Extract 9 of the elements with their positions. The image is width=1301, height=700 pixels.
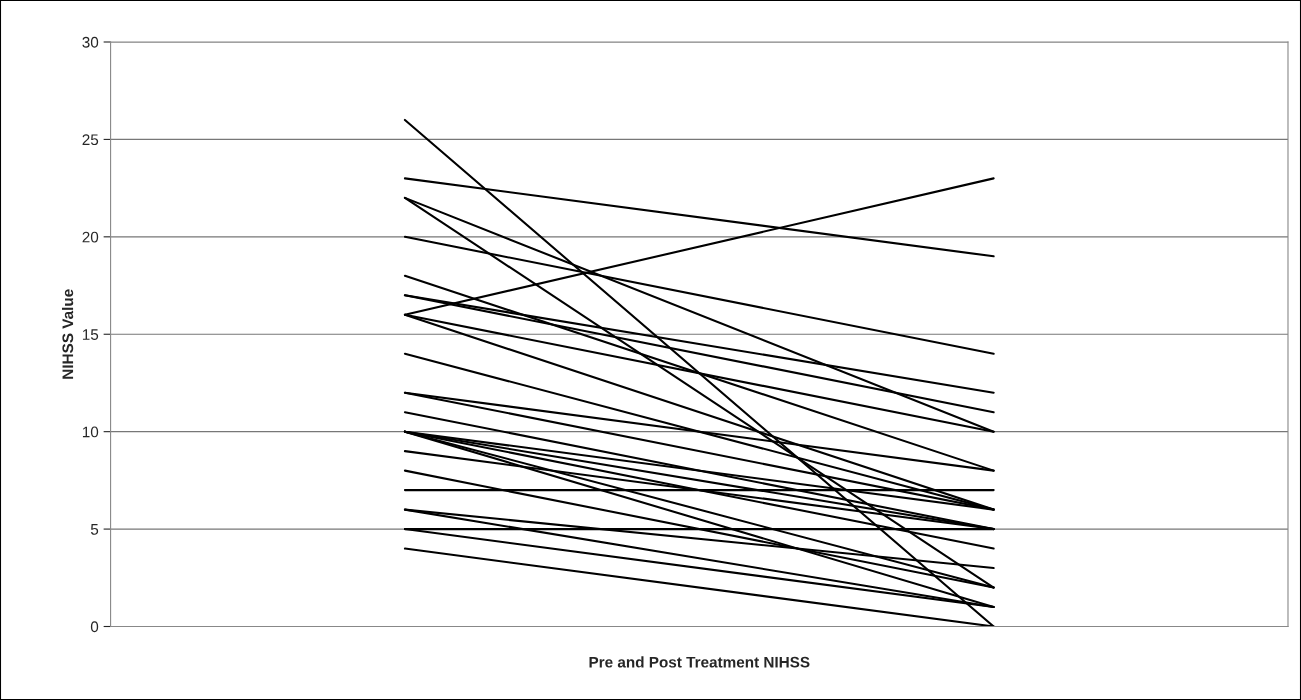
y-axis-title: NIHSS Value xyxy=(61,289,74,379)
y-tick-label: 20 xyxy=(82,231,99,243)
y-tick-label: 5 xyxy=(90,524,99,535)
x-axis-title: Pre and Post Treatment NIHSS xyxy=(589,656,810,668)
y-tick-label: 0 xyxy=(90,621,99,633)
y-tick-label: 15 xyxy=(82,329,99,340)
y-tick-label: 25 xyxy=(82,134,99,146)
y-tick-label: 30 xyxy=(82,36,99,48)
y-tick-label: 10 xyxy=(82,426,99,438)
